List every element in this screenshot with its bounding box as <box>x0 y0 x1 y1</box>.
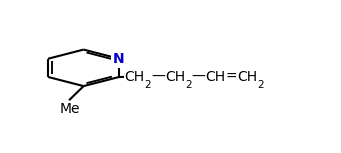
Text: CH: CH <box>124 70 145 84</box>
Text: —: — <box>151 70 165 84</box>
Text: CH: CH <box>237 70 257 84</box>
Text: =: = <box>225 70 237 84</box>
Text: CH: CH <box>205 70 225 84</box>
Text: 2: 2 <box>145 80 151 90</box>
Text: Me: Me <box>59 102 80 116</box>
Text: 2: 2 <box>257 80 264 90</box>
Text: N: N <box>113 52 125 66</box>
Text: CH: CH <box>165 70 185 84</box>
Text: 2: 2 <box>185 80 192 90</box>
Text: —: — <box>192 70 205 84</box>
